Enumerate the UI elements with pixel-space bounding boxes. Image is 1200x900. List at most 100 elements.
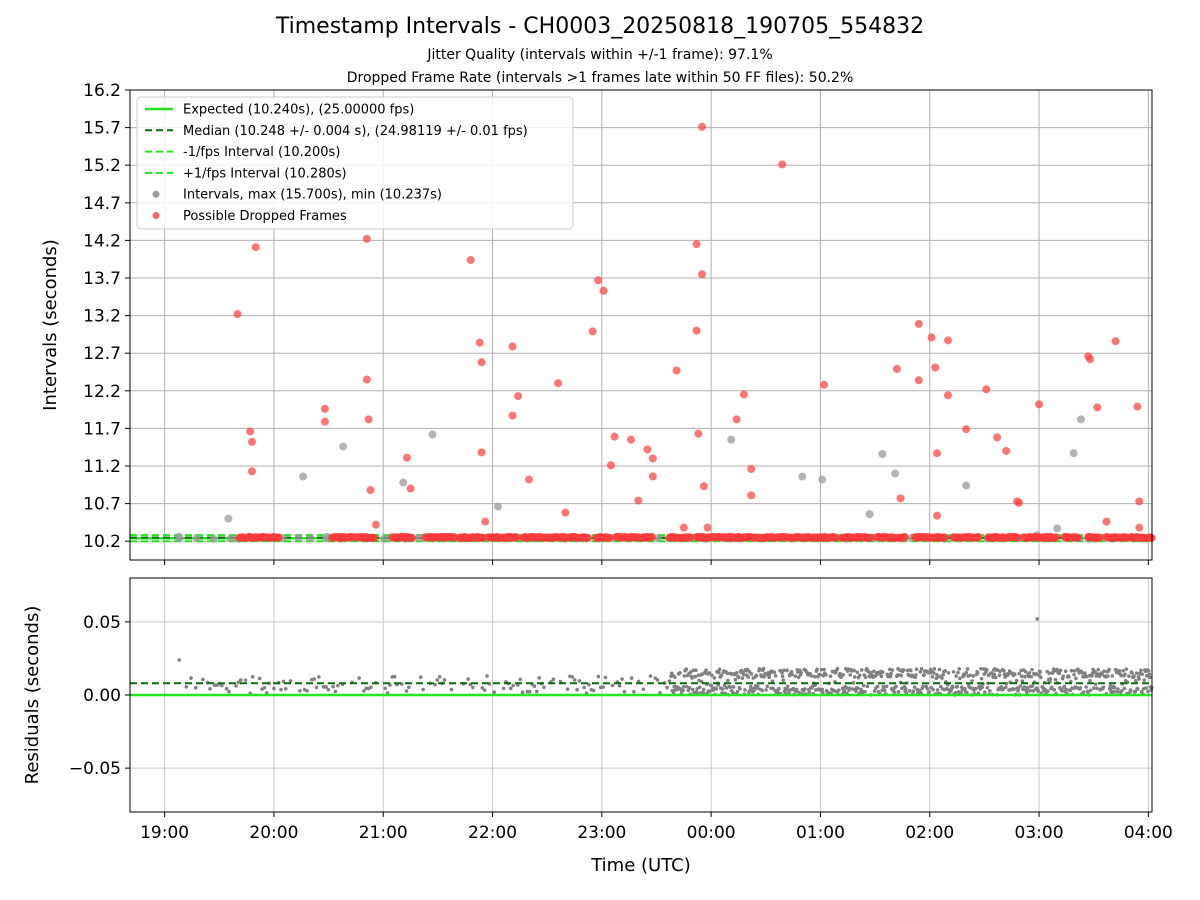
residual-point [909,668,913,673]
dropped-frame-point [914,319,923,328]
residual-point [694,668,698,673]
dropped-frame-point [606,461,615,470]
residual-outlier-point [1035,617,1040,621]
residual-point [362,689,366,693]
residual-point [1063,669,1068,673]
residual-point [653,676,658,680]
residual-point [1107,667,1111,672]
interval-point [1076,415,1085,424]
residual-point [1062,684,1067,689]
residual-point [617,683,622,688]
residual-point [1060,689,1064,693]
residual-point [333,689,338,694]
x-tick-label: 04:00 [1124,823,1173,843]
residuals-plot: 0.05 0.00 −0.05 19:00 20:00 21:00 22:00 23:00 0… [22,577,1173,876]
residual-point [851,680,856,685]
chart-title: Timestamp Intervals - CH0003_20250818_19… [275,14,925,39]
dropped-frame-point [962,425,971,434]
residual-point [1022,685,1027,689]
interval-point [493,502,502,511]
dropped-frame-point [369,533,378,542]
residual-point [842,689,847,693]
residual-point [575,687,579,692]
residual-point [757,667,762,671]
dropped-frame-point [362,234,371,243]
residual-point [1002,672,1007,677]
dropped-frame-point [561,508,570,517]
dropped-frame-point [933,511,942,520]
residual-point [1140,672,1145,677]
residual-point [227,689,231,694]
dropped-frame-point [1073,533,1082,542]
residual-point [796,675,801,680]
dropped-frame-point [408,533,417,542]
intervals-y-tick-label: 12.7 [83,344,121,364]
residual-point [904,691,909,695]
dropped-frame-point [698,122,707,131]
residual-point [988,688,992,693]
residual-point [733,677,738,682]
residual-point [1023,674,1027,679]
residual-point [1097,674,1102,679]
residual-point [220,683,224,688]
residual-point [1030,684,1035,688]
residual-point [945,687,949,691]
residual-point [736,675,741,680]
residual-point [754,673,759,678]
x-tick-label: 01:00 [796,823,845,843]
dropped-frame-point [698,270,707,279]
residual-point [1004,685,1008,690]
dropped-frame-point [672,366,681,375]
intervals-y-tick-label: 11.7 [83,419,121,439]
residual-point [767,675,772,679]
residual-point [1084,685,1088,689]
dropped-frame-point [1035,400,1044,409]
residual-point [884,684,889,689]
residual-point [889,671,893,676]
residual-point [632,689,636,694]
residual-point [551,677,556,682]
residual-point [925,686,930,691]
residual-point [1090,674,1094,678]
residual-point [1069,668,1074,673]
legend-entry-dropped: Possible Dropped Frames [152,209,347,224]
dropped-frame-point [1013,533,1022,542]
residual-point [847,686,852,691]
residual-point [665,685,669,690]
dropped-frame-point [406,484,415,493]
residual-point [1142,678,1146,682]
residual-point [980,685,985,690]
residual-point [492,690,496,695]
residual-point [697,685,702,690]
dropped-frame-point [739,390,748,399]
dropped-frame-point [679,523,688,532]
residual-point [726,678,730,683]
residual-point [894,684,898,689]
residual-point [759,674,764,679]
residual-point [762,674,766,679]
residual-point [743,688,747,692]
residual-point [997,673,1002,677]
residual-point [281,679,286,684]
intervals-plot: 10.2 10.7 11.2 11.7 12.2 12.7 13.2 13.7 14.2 14.7… [40,81,1156,565]
dropped-frame-point [1135,497,1144,506]
residual-point [838,671,842,676]
interval-point [415,533,424,542]
residual-point [433,682,437,687]
residual-point [591,688,596,693]
residual-point [331,684,335,689]
interval-point [727,435,736,444]
dropped-frame-point [1015,498,1024,507]
dropped-frame-point [508,342,517,351]
residual-point [667,679,672,683]
residual-point [324,685,328,689]
intervals-plot-frame [129,89,1153,561]
residual-point [914,667,919,672]
residual-point [922,673,926,677]
dropped-frame-point [599,286,608,295]
residual-point [1086,690,1090,694]
intervals-y-tick-label: 16.2 [83,81,121,101]
legend-entry-minus: -1/fps Interval (10.200s) [145,145,340,160]
interval-point [962,481,971,490]
